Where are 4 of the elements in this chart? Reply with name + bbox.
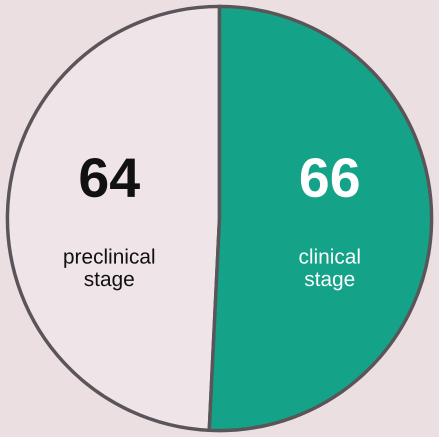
data-label: 66 [300,158,359,198]
data-label: 64 [80,158,140,198]
slice-label: preclinical stage [64,248,154,290]
slice-label: clinical stage [299,248,360,290]
